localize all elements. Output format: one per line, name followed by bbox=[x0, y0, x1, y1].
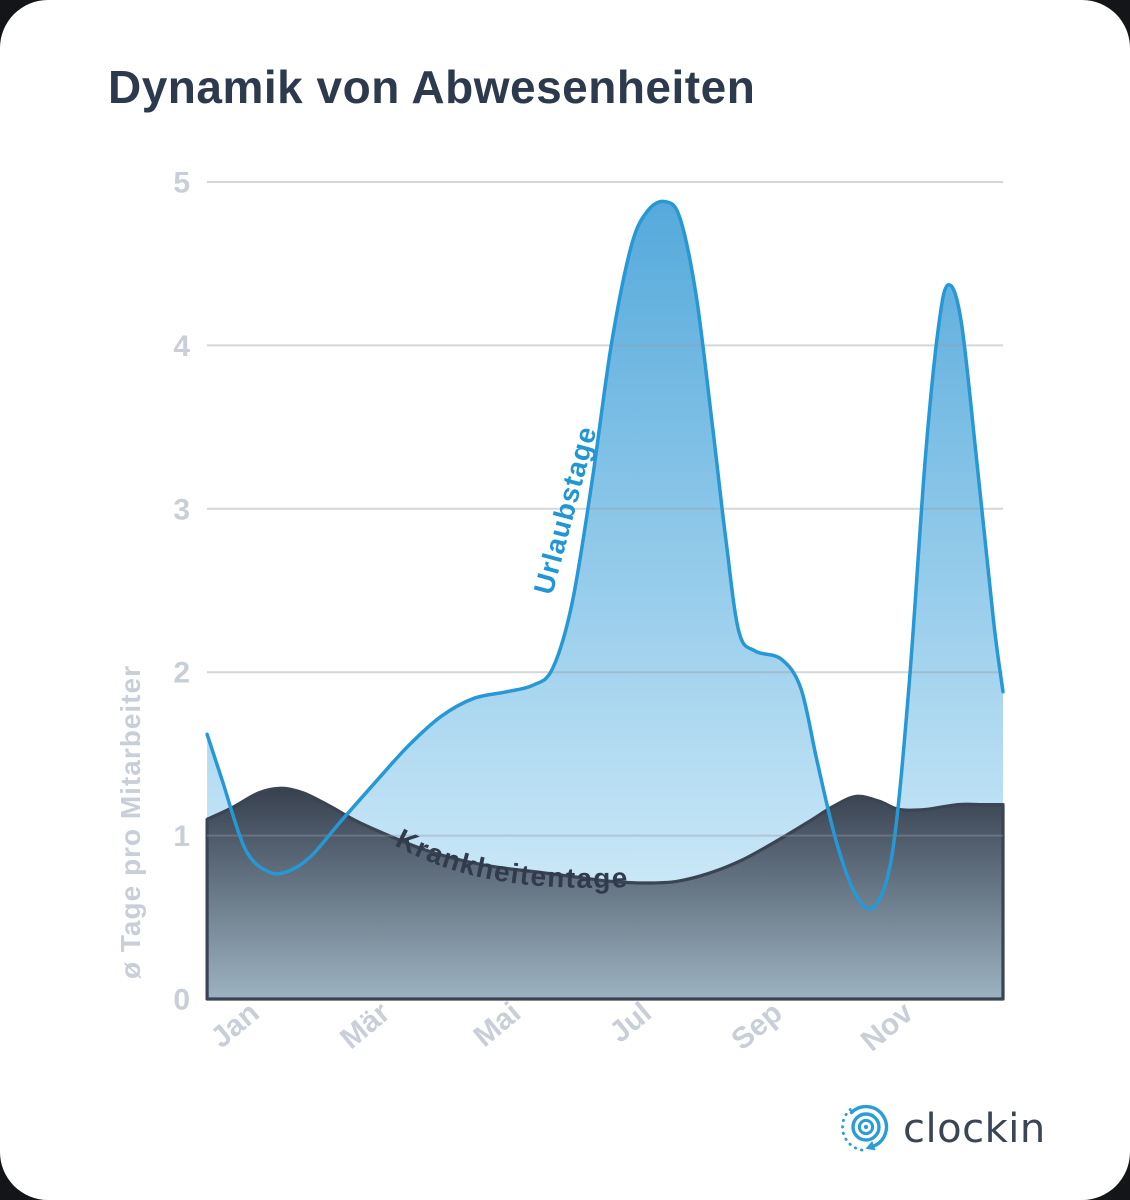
y-tick-0: 0 bbox=[173, 984, 190, 1017]
page-title: Dynamik von Abwesenheiten bbox=[108, 61, 756, 113]
vacation-area bbox=[207, 201, 1004, 999]
logo-wordmark: clockin bbox=[903, 1106, 1046, 1152]
y-axis-title: ø Tage pro Mitarbeiter bbox=[115, 665, 146, 979]
vacation-curve-line bbox=[205, 199, 1005, 911]
x-tick-Sep: Sep bbox=[725, 996, 788, 1057]
gridlines bbox=[207, 181, 1003, 837]
y-tick-5: 5 bbox=[173, 167, 190, 200]
y-tick-3: 3 bbox=[173, 493, 190, 526]
y-tick-1: 1 bbox=[173, 820, 190, 853]
clockin-logo: clockin bbox=[841, 1104, 1046, 1152]
x-axis-tick-labels: Jan Mär Mai Jul Sep Nov bbox=[205, 996, 920, 1058]
x-tick-Nov: Nov bbox=[855, 996, 920, 1058]
sick-days-area bbox=[205, 786, 1005, 1001]
y-tick-4: 4 bbox=[173, 330, 190, 363]
arrow-head-icon bbox=[865, 1141, 876, 1151]
y-axis-tick-labels: 5 4 3 2 1 0 bbox=[173, 167, 190, 1017]
x-tick-Mär: Mär bbox=[334, 996, 396, 1056]
y-tick-2: 2 bbox=[173, 657, 190, 690]
clockin-spiral-clock-icon bbox=[841, 1104, 889, 1152]
x-tick-Mai: Mai bbox=[468, 996, 528, 1053]
x-tick-Jul: Jul bbox=[603, 996, 657, 1049]
x-tick-Jan: Jan bbox=[205, 996, 266, 1055]
